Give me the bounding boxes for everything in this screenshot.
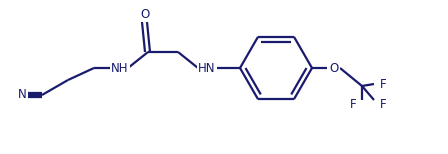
Text: F: F bbox=[380, 77, 386, 91]
Text: O: O bbox=[140, 8, 150, 20]
Text: HN: HN bbox=[198, 61, 216, 75]
Text: NH: NH bbox=[111, 61, 129, 75]
Text: F: F bbox=[380, 97, 386, 111]
Text: N: N bbox=[18, 89, 27, 101]
Text: O: O bbox=[329, 61, 339, 75]
Text: F: F bbox=[350, 97, 356, 111]
